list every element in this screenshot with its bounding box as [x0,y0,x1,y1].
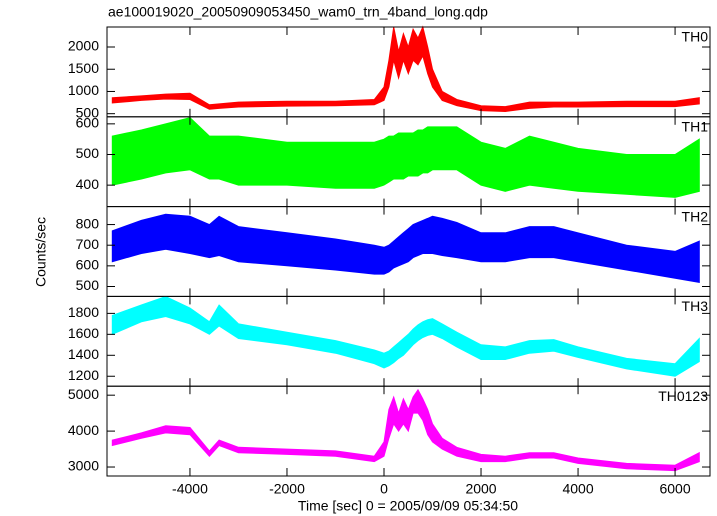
y-tick-label: 500 [76,277,100,293]
x-tick-label: 4000 [562,481,593,497]
x-tick-label: 6000 [659,481,690,497]
y-tick-label: 4000 [68,422,99,438]
x-tick-label: -2000 [269,481,305,497]
data-band [111,25,700,113]
panel-frame [106,385,711,477]
y-tick-label: 2000 [68,38,99,54]
y-tick-label: 600 [76,257,100,273]
panel-label: TH3 [682,298,709,314]
y-tick-label: 500 [76,104,100,120]
y-tick-label: 600 [76,115,100,131]
y-tick-label: 1800 [68,304,99,320]
data-band [111,388,700,472]
y-tick-label: 1000 [68,82,99,98]
y-tick-label: 1200 [68,367,99,383]
panel-label: TH0123 [658,388,708,404]
y-tick-label: 1400 [68,346,99,362]
y-tick-label: 500 [76,145,100,161]
y-tick-label: 800 [76,215,100,231]
x-tick-label: 2000 [465,481,496,497]
data-band [111,296,700,377]
y-tick-label: 1500 [68,60,99,76]
chart-title: ae100019020_20050909053450_wam0_trn_4ban… [108,4,488,20]
data-band [111,117,700,198]
panel-label: TH0 [682,29,709,45]
y-tick-label: 5000 [68,386,99,402]
y-tick-label: 3000 [68,458,99,474]
x-tick-label: 0 [380,481,388,497]
panel-label: TH2 [682,208,709,224]
x-axis-label: Time [sec] 0 = 2005/09/09 05:34:50 [298,498,518,514]
data-band [111,213,700,283]
y-tick-label: 700 [76,236,100,252]
x-tick-label: -4000 [172,481,208,497]
y-axis-label: Counts/sec [33,217,49,287]
panel-label: TH1 [682,119,709,135]
y-tick-label: 1600 [68,325,99,341]
y-tick-label: 400 [76,176,100,192]
